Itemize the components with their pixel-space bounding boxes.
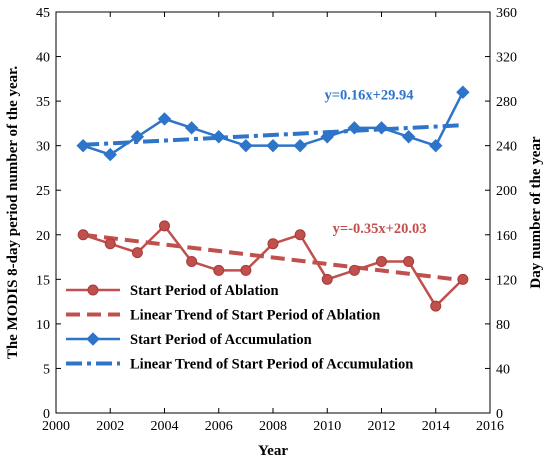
- plot-frame: [55, 11, 491, 414]
- annotations: y=0.16x+29.94 y=-0.35x+20.03: [325, 87, 427, 237]
- data-point-start-period-of-accumulation: [456, 85, 470, 99]
- y-axis-label-right: Day number of the year: [528, 136, 544, 289]
- legend-label: Linear Trend of Start Period of Ablation: [130, 308, 380, 324]
- y-right-tick-label: 240: [496, 140, 517, 155]
- y-right-tick-label: 360: [496, 6, 517, 21]
- data-point-start-period-of-ablation: [186, 256, 198, 268]
- x-tick-label: 2016: [476, 419, 504, 434]
- y-right-tick-label: 320: [496, 51, 517, 66]
- y-right-tick-label: 40: [496, 362, 510, 377]
- y-left-tick-label: 10: [36, 318, 50, 333]
- y-left-tick-label: 25: [36, 184, 50, 199]
- data-point-start-period-of-ablation: [104, 238, 116, 250]
- data-point-start-period-of-accumulation: [212, 130, 226, 144]
- y-left-tick-label: 0: [43, 407, 50, 422]
- data-point-start-period-of-ablation: [321, 273, 333, 285]
- data-point-start-period-of-accumulation: [266, 138, 280, 153]
- trend-equation: y=-0.35x+20.03: [333, 221, 427, 237]
- data-point-start-period-of-accumulation: [103, 147, 117, 162]
- plot-area: [76, 85, 470, 312]
- data-point-start-period-of-accumulation: [76, 138, 90, 153]
- y-right-tick-label: 120: [496, 273, 517, 288]
- data-point-start-period-of-ablation: [348, 264, 360, 276]
- data-point-start-period-of-accumulation: [130, 130, 145, 144]
- data-point-start-period-of-accumulation: [157, 112, 172, 126]
- x-axis-label: Year: [258, 443, 288, 459]
- x-tick-label: 2010: [313, 419, 341, 434]
- data-point-start-period-of-ablation: [240, 264, 252, 276]
- data-point-start-period-of-ablation: [376, 256, 387, 268]
- series-line-linear-trend-of-start-period-of-accumulation: [83, 123, 463, 147]
- y-left-tick-label: 40: [36, 51, 50, 66]
- data-point-start-period-of-ablation: [457, 273, 469, 285]
- data-point-start-period-of-ablation: [213, 264, 225, 276]
- y-left-tick-label: 20: [36, 229, 50, 244]
- data-point-start-period-of-ablation: [77, 229, 89, 241]
- data-point-start-period-of-accumulation: [184, 121, 199, 135]
- data-point-start-period-of-accumulation: [347, 121, 362, 135]
- y-left-tick-label: 15: [36, 273, 50, 288]
- x-tick-label: 2000: [42, 419, 70, 434]
- legend-label: Start Period of Accumulation: [130, 332, 312, 348]
- data-point-start-period-of-accumulation: [374, 121, 389, 135]
- data-point-start-period-of-ablation: [294, 229, 306, 241]
- data-point-start-period-of-accumulation: [293, 138, 307, 153]
- y-right-tick-label: 80: [496, 318, 510, 333]
- data-point-start-period-of-ablation: [430, 300, 442, 312]
- x-tick-label: 2014: [422, 419, 450, 434]
- data-point-start-period-of-ablation: [403, 256, 415, 268]
- data-point-start-period-of-accumulation: [239, 138, 253, 153]
- y-left-tick-label: 5: [43, 362, 50, 377]
- y-left-tick-label: 45: [36, 6, 50, 21]
- y-right-tick-label: 200: [496, 184, 517, 199]
- y-right-tick-label: 280: [496, 95, 517, 110]
- y-left-tick-label: 35: [36, 95, 50, 110]
- data-point-start-period-of-ablation: [267, 238, 279, 250]
- data-point-start-period-of-ablation: [131, 247, 143, 259]
- x-tick-label: 2002: [96, 419, 124, 434]
- x-tick-label: 2012: [368, 419, 396, 434]
- x-tick-label: 2006: [205, 419, 233, 434]
- y-right-tick-label: 0: [496, 407, 503, 422]
- data-point-start-period-of-ablation: [159, 220, 170, 232]
- y-right-tick-label: 160: [496, 229, 517, 244]
- y-left-tick-label: 30: [36, 140, 50, 155]
- axes: 2000 2002 2004 2006 2008 2010 2012 2014 20160510…: [36, 6, 517, 434]
- legend: Start Period of Ablation Linear Trend of …: [66, 283, 413, 373]
- data-point-start-period-of-accumulation: [320, 130, 334, 144]
- legend-label: Linear Trend of Start Period of Accumula…: [130, 357, 413, 373]
- data-point-start-period-of-accumulation: [429, 138, 443, 153]
- y-axis-label-left: The MODIS 8-day period number of the yea…: [5, 66, 21, 360]
- legend-marker-start-period-of-ablation: [87, 284, 99, 296]
- x-tick-label: 2008: [259, 419, 287, 434]
- legend-marker-start-period-of-accumulation: [86, 332, 100, 346]
- trend-equation: y=0.16x+29.94: [325, 87, 414, 103]
- legend-label: Start Period of Ablation: [130, 283, 279, 299]
- x-tick-label: 2004: [151, 419, 179, 434]
- data-point-start-period-of-accumulation: [401, 130, 416, 144]
